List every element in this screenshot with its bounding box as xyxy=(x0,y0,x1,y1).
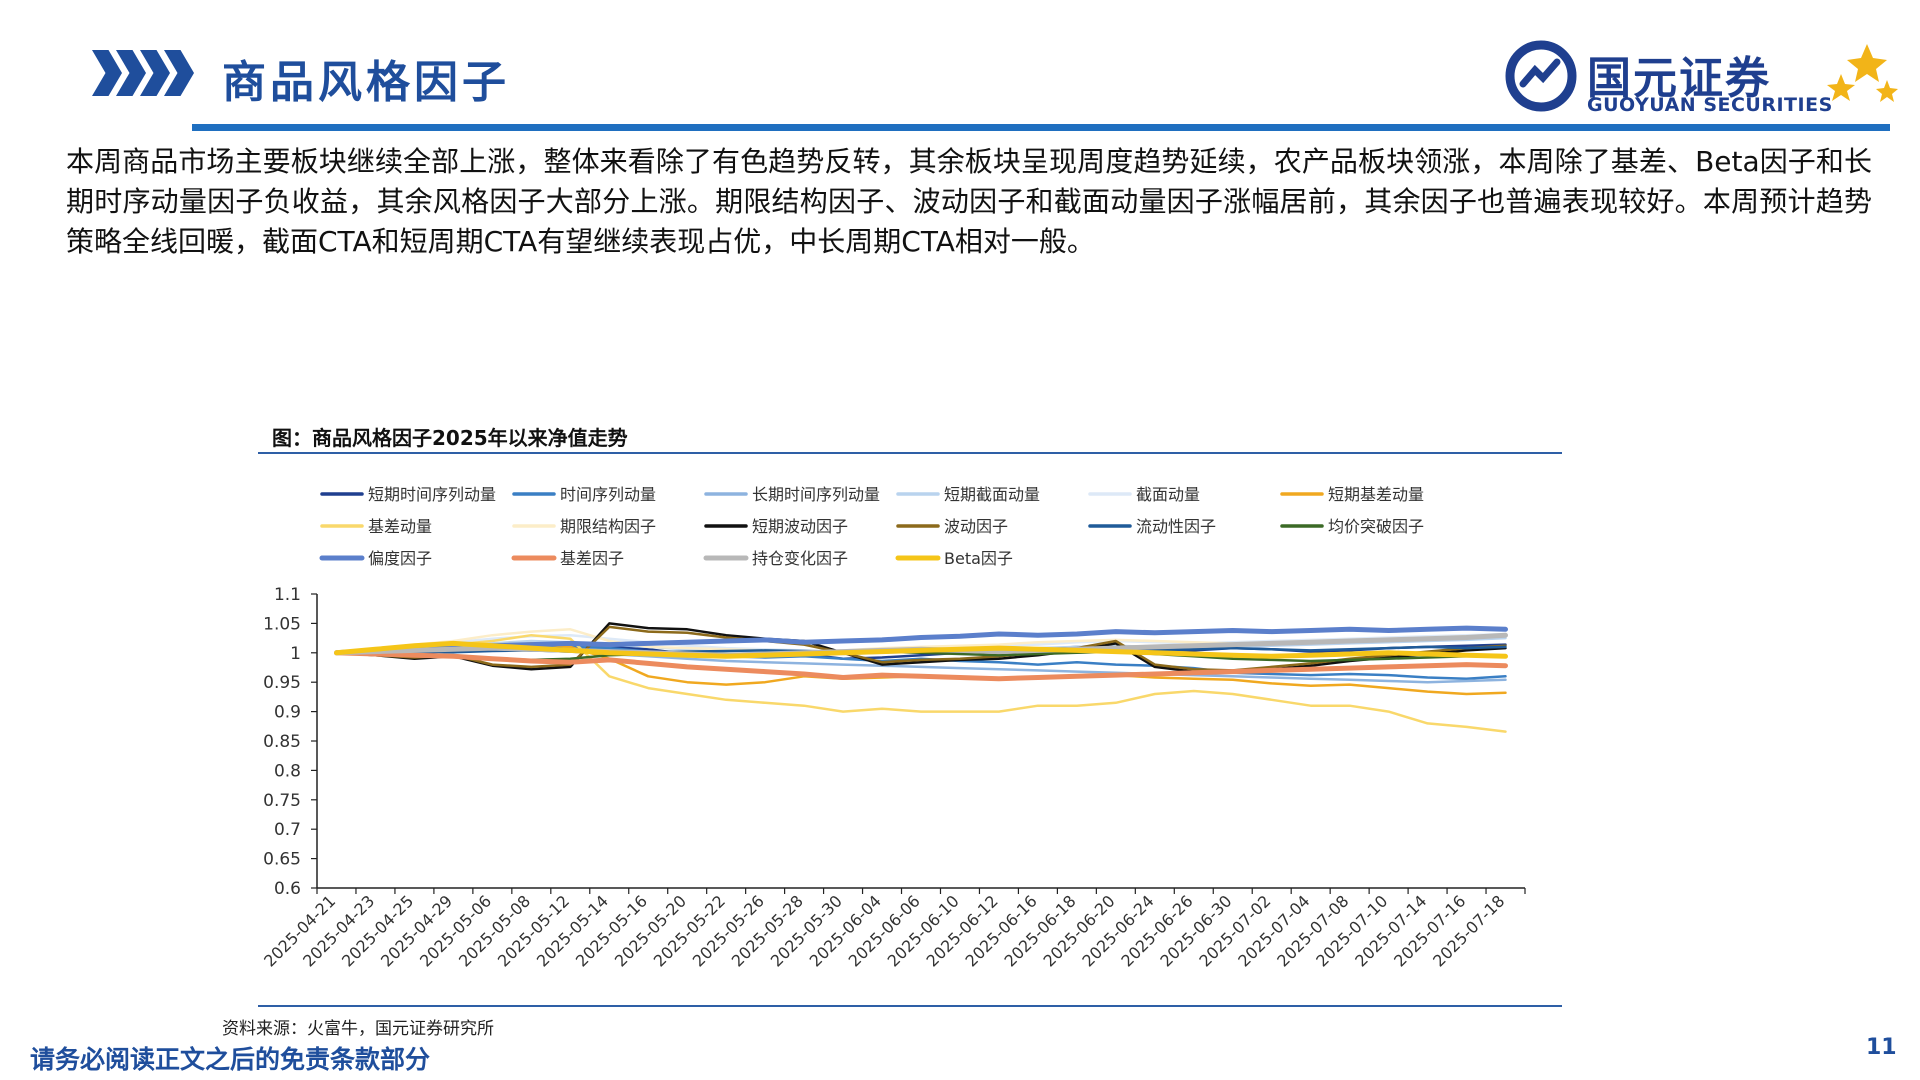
legend-label: 短期波动因子 xyxy=(752,517,848,536)
y-tick-label: 1.05 xyxy=(263,614,301,634)
y-tick-label: 0.8 xyxy=(274,761,301,781)
logo-stars-icon xyxy=(1827,44,1898,102)
logo-chinese-name: 国元证券 xyxy=(1587,53,1771,104)
series-line xyxy=(335,633,1507,733)
logo-english-name: GUOYUAN SECURITIES xyxy=(1587,94,1833,116)
y-tick-label: 0.65 xyxy=(263,850,301,870)
legend-label: 流动性因子 xyxy=(1136,517,1216,536)
disclaimer-link[interactable]: 请务必阅读正文之后的免责条款部分 xyxy=(30,1045,431,1074)
legend-label: 时间序列动量 xyxy=(560,485,656,504)
y-tick-label: 0.75 xyxy=(263,791,301,811)
logo-ring-icon xyxy=(1505,40,1577,112)
chart-title: 图：商品风格因子2025年以来净值走势 xyxy=(272,426,628,450)
y-tick-label: 1.1 xyxy=(274,585,301,605)
legend-label: 基差动量 xyxy=(368,517,432,536)
legend-label: Beta因子 xyxy=(944,549,1013,568)
summary-paragraph: 本周商品市场主要板块继续全部上涨，整体来看除了有色趋势反转，其余板块呈现周度趋势… xyxy=(66,145,1872,258)
legend-label: 期限结构因子 xyxy=(560,517,656,536)
legend-label: 短期基差动量 xyxy=(1328,485,1424,504)
chart-bottom-rule xyxy=(258,1005,1562,1007)
chart-top-rule xyxy=(258,452,1562,454)
legend-label: 短期时间序列动量 xyxy=(368,485,496,504)
company-logo: 国元证券 GUOYUAN SECURITIES xyxy=(1505,40,1900,120)
series-line xyxy=(335,625,1507,672)
legend-label: 均价突破因子 xyxy=(1328,517,1424,536)
page-number: 11 xyxy=(1866,1035,1897,1060)
series-line xyxy=(334,650,1508,682)
y-tick-label: 0.7 xyxy=(274,820,301,840)
legend-label: 截面动量 xyxy=(1136,485,1200,504)
series-line xyxy=(334,640,1508,659)
y-tick-label: 0.95 xyxy=(263,673,301,693)
legend-label: 长期时间序列动量 xyxy=(752,485,880,504)
series-line xyxy=(334,625,1508,656)
y-tick-label: 0.85 xyxy=(263,732,301,752)
legend-label: 偏度因子 xyxy=(368,549,432,568)
legend-label: 波动因子 xyxy=(944,517,1008,536)
y-tick-label: 0.9 xyxy=(274,703,301,723)
series-line xyxy=(335,622,1507,675)
chart-source: 资料来源：火富牛，国元证券研究所 xyxy=(222,1019,494,1039)
page-title: 商品风格因子 xyxy=(222,57,510,108)
legend-label: 基差因子 xyxy=(560,549,624,568)
legend-label: 持仓变化因子 xyxy=(752,549,848,568)
y-tick-label: 1 xyxy=(290,644,301,664)
legend-label: 短期截面动量 xyxy=(944,485,1040,504)
y-tick-label: 0.6 xyxy=(274,879,301,899)
header-rule xyxy=(192,124,1890,131)
